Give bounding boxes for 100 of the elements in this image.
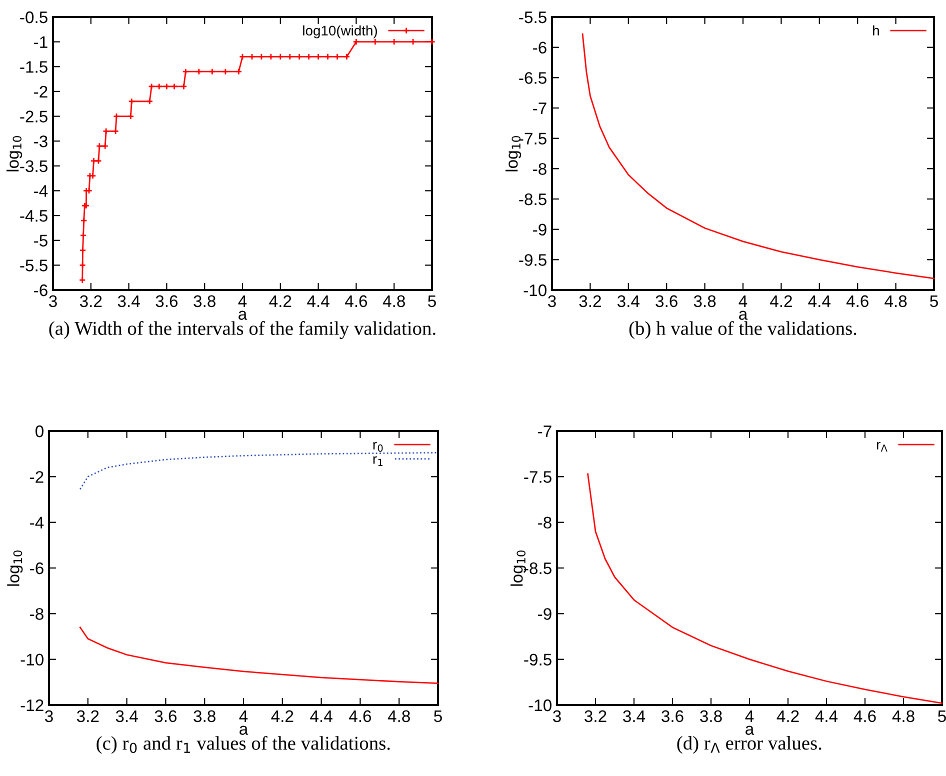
- x-tick-label: 4.4: [310, 710, 332, 722]
- point: [80, 232, 87, 239]
- x-tick-label: 3: [49, 295, 57, 308]
- point: [96, 142, 103, 150]
- x-axis-title: a: [746, 726, 754, 735]
- x-tick-label: 3.4: [623, 710, 646, 722]
- y-tick-label: -10: [20, 654, 44, 666]
- point: [286, 53, 294, 60]
- point: [334, 53, 341, 60]
- y-tick-label: -1.5: [20, 61, 48, 73]
- x-tick-label: 4.6: [854, 710, 876, 722]
- x-tick-label: 5: [930, 295, 938, 308]
- x-tick-label: 3.4: [118, 295, 140, 308]
- y-tick-label: -6: [30, 562, 44, 574]
- x-tick-label: 3.8: [194, 295, 216, 308]
- y-tick-label: -12: [20, 699, 44, 712]
- y-tick-label: -7: [538, 426, 552, 438]
- point: [410, 38, 417, 46]
- y-tick-label: -5: [34, 234, 48, 247]
- point: [95, 157, 102, 164]
- x-tick-label: 4: [738, 295, 748, 307]
- x-tick-label: 4: [238, 295, 247, 307]
- point: [239, 53, 246, 60]
- x-tick-label: 4.6: [345, 295, 368, 308]
- x-tick-label: 4.6: [349, 710, 372, 722]
- y-tick-label: -5.5: [519, 12, 546, 24]
- text: (c) r$_{0}$ and r$_{1}$ values of the validations.: [96, 736, 390, 754]
- point: [235, 68, 242, 76]
- line-series: [587, 473, 943, 704]
- x-axis-title: a: [739, 310, 748, 320]
- x-tick-label: 4.6: [846, 295, 868, 308]
- point: [324, 53, 332, 60]
- x-tick-label: 4: [239, 710, 248, 722]
- y-tick-label: -7.5: [524, 471, 552, 483]
- y-tick-label: -7.5: [519, 132, 546, 145]
- y-tick-label: -8.5: [519, 193, 546, 206]
- point: [102, 128, 110, 135]
- text: (d) r$_{Λ}$ error values.: [677, 736, 822, 754]
- x-tick-label: 4: [745, 710, 754, 722]
- x-tick-label: 3.2: [80, 295, 102, 308]
- y-tick-label: -4.5: [20, 210, 48, 222]
- x-axis-title: a: [240, 726, 248, 735]
- y-tick-label: -7: [533, 102, 546, 114]
- point: [156, 83, 163, 90]
- y-tick-label: -3.5: [20, 160, 48, 172]
- x-tick-label: 4.8: [382, 295, 405, 308]
- x-tick-label: 5: [434, 710, 442, 722]
- point: [372, 38, 379, 46]
- point: [248, 53, 256, 60]
- point: [128, 98, 136, 105]
- point: [267, 53, 274, 60]
- point: [314, 53, 322, 60]
- x-tick-label: 4.2: [776, 710, 799, 722]
- x-tick-label: 3.6: [154, 710, 177, 722]
- y-tick-label: -10: [528, 699, 552, 712]
- x-tick-label: 4.4: [815, 710, 838, 722]
- legend-label: log10(width): [303, 25, 377, 38]
- legend-label: r$_{0}$: [373, 442, 383, 452]
- y-tick-label: -9.5: [524, 654, 552, 666]
- point: [305, 53, 312, 60]
- point: [258, 53, 265, 60]
- y-tick-label: -5.5: [20, 260, 48, 272]
- x-tick-label: 3.4: [617, 295, 640, 308]
- x-tick-label: 3: [45, 710, 53, 722]
- line-series: [79, 452, 439, 490]
- point: [146, 98, 154, 105]
- point: [170, 83, 178, 90]
- y-tick-label: 0: [36, 425, 44, 438]
- point: [112, 128, 120, 135]
- x-tick-label: 3.6: [656, 295, 678, 308]
- y-tick-label: -6: [34, 284, 48, 296]
- x-tick-label: 4.4: [307, 295, 330, 307]
- y-tick-label: -8: [30, 608, 44, 620]
- x-tick-label: 3.4: [116, 710, 138, 722]
- x-tick-label: 3.8: [694, 295, 716, 308]
- point: [390, 38, 398, 46]
- y-tick-label: -2: [34, 86, 48, 98]
- y-axis-title: log$_{10}$: [6, 136, 22, 172]
- y-tick-label: -0.5: [20, 11, 48, 24]
- y-tick-label: -1: [34, 36, 48, 48]
- point: [127, 112, 134, 120]
- y-tick-label: -2: [30, 471, 44, 483]
- point: [208, 68, 216, 76]
- x-tick-label: 3.8: [700, 710, 722, 722]
- x-tick-label: 3: [553, 710, 561, 722]
- x-tick-label: 3.2: [76, 710, 99, 722]
- y-tick-label: -3: [34, 135, 48, 148]
- y-tick-label: -8: [533, 163, 546, 175]
- text: (b) h value of the validations.: [629, 321, 856, 339]
- legend-label: r$_{Λ}$: [876, 442, 888, 452]
- point: [222, 68, 229, 76]
- y-axis-title: log$_{10}$: [510, 550, 526, 586]
- x-tick-label: 4.2: [770, 295, 792, 307]
- text: (a) Width of the intervals of the family validation.: [49, 321, 436, 339]
- x-tick-label: 3.2: [579, 295, 601, 308]
- y-tick-label: -9.5: [519, 254, 546, 266]
- point: [276, 53, 284, 60]
- point: [195, 68, 202, 76]
- x-tick-label: 5: [938, 710, 946, 722]
- y-tick-label: -4: [34, 185, 48, 197]
